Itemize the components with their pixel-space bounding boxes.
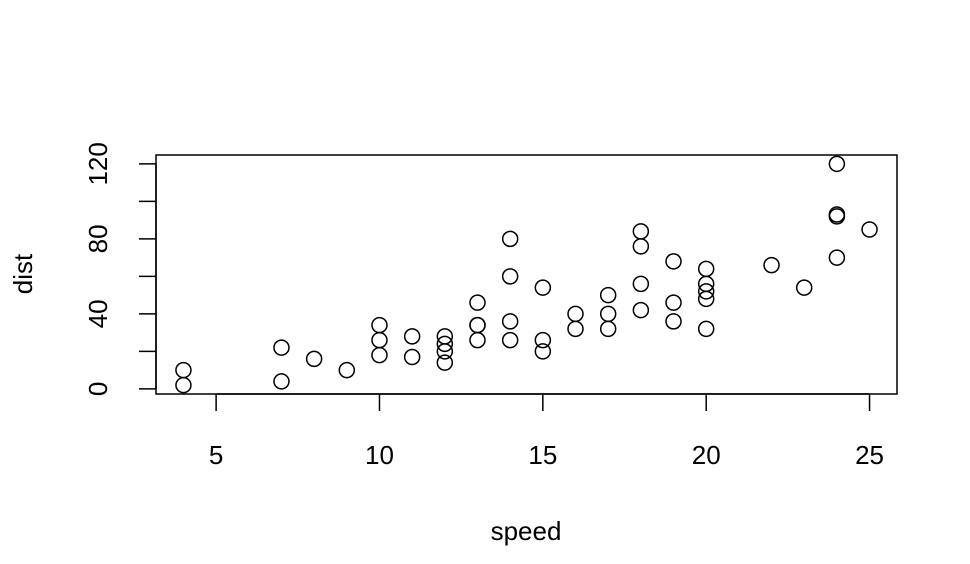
point: [632, 301, 650, 319]
x-axis-label: speed: [491, 516, 562, 546]
point: [599, 320, 617, 338]
point: [828, 155, 846, 173]
x-tick-label: 20: [692, 440, 721, 470]
point: [338, 361, 356, 379]
x-tick-label: 5: [209, 440, 223, 470]
point: [403, 328, 421, 345]
point: [632, 238, 650, 255]
point: [861, 221, 878, 238]
point: [273, 373, 290, 390]
point: [763, 256, 780, 274]
point: [469, 316, 486, 334]
point: [175, 361, 192, 379]
y-tick-label: 80: [83, 224, 113, 253]
plot-box: [155, 154, 898, 395]
point: [697, 320, 715, 338]
point: [697, 260, 715, 278]
point: [534, 279, 552, 296]
point: [828, 206, 846, 223]
point: [534, 343, 552, 360]
point: [436, 328, 454, 345]
point: [501, 313, 519, 330]
point: [436, 335, 454, 353]
point: [501, 230, 519, 248]
y-tick-label: 0: [83, 382, 113, 396]
point: [175, 376, 192, 394]
point: [273, 339, 290, 356]
point: [632, 223, 650, 240]
point: [403, 348, 421, 366]
point: [632, 275, 650, 293]
y-axis-label: dist: [8, 253, 38, 294]
point: [371, 346, 388, 364]
point: [469, 294, 486, 311]
point: [665, 313, 682, 330]
point: [665, 294, 682, 311]
x-tick-label: 25: [855, 440, 884, 470]
point: [795, 279, 813, 296]
point: [371, 331, 388, 349]
point: [567, 320, 584, 338]
y-tick-label: 120: [83, 142, 113, 185]
point: [436, 354, 454, 371]
point: [599, 286, 617, 304]
point: [501, 268, 519, 285]
point: [828, 249, 846, 266]
x-tick-label: 10: [365, 440, 394, 470]
point: [305, 350, 323, 368]
point: [567, 305, 584, 323]
point: [665, 253, 682, 270]
point: [371, 316, 388, 334]
point: [501, 331, 519, 349]
x-tick-label: 15: [528, 440, 557, 470]
y-tick-label: 40: [83, 299, 113, 328]
point: [599, 305, 617, 323]
point: [469, 331, 486, 349]
point: [697, 283, 715, 300]
point: [534, 331, 552, 349]
